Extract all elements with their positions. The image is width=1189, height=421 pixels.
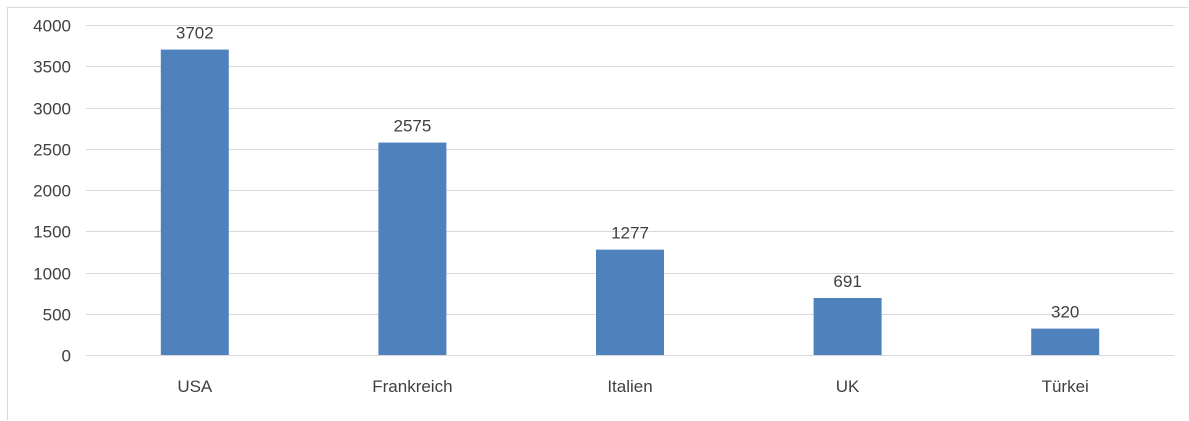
y-tick-label: 500	[43, 306, 71, 325]
bar-usa	[160, 49, 229, 356]
y-tick-label: 1000	[33, 265, 71, 284]
y-tick-label: 2500	[33, 141, 71, 160]
y-tick-label: 3500	[33, 58, 71, 77]
x-tick-label: USA	[177, 377, 213, 396]
bar-frankreich	[378, 142, 447, 355]
data-label: 691	[833, 272, 861, 291]
bar-uk	[813, 297, 882, 355]
y-tick-label: 0	[62, 347, 71, 366]
x-tick-label: Türkei	[1042, 377, 1089, 396]
label-layer: 0 500 1000 1500 2000 2500 3000 3500 4000 3702 USA 2…	[33, 17, 1089, 397]
bar-t-rkei	[1031, 328, 1100, 355]
x-tick-label: UK	[836, 377, 860, 396]
data-label: 3702	[176, 24, 214, 43]
data-label: 1277	[611, 224, 649, 243]
data-label: 2575	[393, 117, 431, 136]
bar-italien	[596, 249, 664, 355]
y-tick-label: 2000	[33, 182, 71, 201]
y-tick-label: 3000	[33, 100, 71, 119]
x-tick-label: Frankreich	[372, 377, 452, 396]
chart-frame	[7, 7, 1188, 420]
y-tick-label: 4000	[33, 17, 71, 36]
x-tick-label: Italien	[607, 377, 652, 396]
y-tick-label: 1500	[33, 223, 71, 242]
data-label: 320	[1051, 303, 1079, 322]
bar-layer	[160, 49, 1100, 356]
